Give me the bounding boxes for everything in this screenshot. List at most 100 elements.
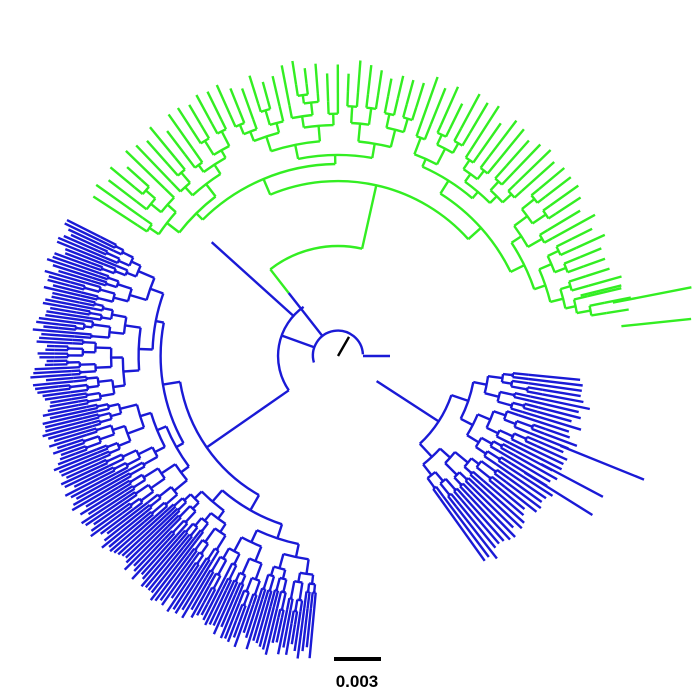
leaf-branch [469, 105, 500, 151]
internal-branch [112, 424, 126, 432]
node-arc [191, 172, 222, 197]
internal-branch [173, 479, 188, 492]
internal-branch [467, 226, 482, 241]
internal-branch [220, 118, 228, 130]
internal-branch [123, 493, 138, 505]
leaf-branch [258, 605, 272, 648]
internal-branch [84, 286, 100, 293]
internal-branch [501, 193, 513, 204]
leaf-branch [125, 513, 173, 559]
node-arc [239, 581, 244, 586]
leaf-branch [44, 269, 87, 285]
leaf-branch [52, 447, 69, 455]
internal-branch [96, 424, 112, 432]
internal-branch [511, 438, 524, 446]
node-arc [82, 285, 87, 290]
internal-branch [238, 605, 247, 623]
internal-branch [98, 246, 108, 253]
internal-branch [567, 265, 585, 274]
internal-branch [280, 592, 287, 610]
internal-branch [194, 539, 204, 551]
internal-branch [499, 390, 515, 397]
internal-branch [496, 468, 510, 480]
internal-branch [106, 441, 118, 449]
node-arc [99, 314, 103, 320]
internal-branch [277, 609, 282, 618]
internal-branch [355, 92, 360, 107]
internal-branch [180, 465, 190, 474]
internal-branch [269, 589, 277, 607]
leaf-branch [204, 588, 224, 626]
internal-branch [527, 237, 543, 248]
internal-branch [106, 453, 123, 463]
internal-branch [119, 403, 138, 410]
node-arc [422, 447, 441, 466]
internal-branch [108, 457, 125, 468]
leaf-branch [51, 295, 80, 304]
internal-branch [533, 284, 546, 291]
leaf-branch [212, 590, 231, 627]
leaf-branch [141, 538, 179, 580]
leaf-branch [448, 103, 464, 130]
internal-branch [493, 472, 508, 484]
internal-branch [402, 118, 409, 133]
node-arc [200, 490, 225, 512]
leaf-branch [36, 320, 60, 326]
node-arc [200, 137, 210, 145]
internal-branch [75, 326, 85, 331]
node-arc [276, 305, 305, 391]
leaf-branch [271, 75, 281, 107]
internal-branch [166, 203, 177, 214]
node-arc [135, 404, 146, 428]
internal-branch [278, 106, 285, 122]
leaf-branch [41, 332, 75, 338]
internal-branch [70, 388, 89, 394]
node-arc [267, 573, 275, 578]
leaf-branch [149, 539, 198, 601]
leaf-branch [536, 410, 572, 423]
internal-branch [484, 392, 500, 398]
internal-branch [488, 479, 503, 492]
node-arc [120, 454, 125, 460]
internal-branch [224, 579, 233, 592]
internal-branch [105, 282, 118, 289]
node-arc [88, 311, 92, 315]
node-arc [279, 576, 287, 581]
internal-branch [165, 493, 179, 506]
internal-branch [117, 479, 131, 489]
internal-branch [83, 341, 96, 344]
internal-branch [435, 148, 447, 165]
leaf-branch [59, 452, 76, 461]
leaf-branch [202, 576, 227, 621]
leaf-branch [190, 578, 210, 611]
node-arc [209, 569, 214, 573]
leaf-branch [439, 497, 486, 562]
internal-branch [313, 584, 317, 593]
leaf-branch [50, 398, 72, 404]
internal-branch [99, 433, 115, 441]
internal-branch [142, 503, 151, 512]
internal-branch [129, 465, 146, 476]
internal-branch [453, 127, 463, 142]
internal-branch [76, 311, 90, 316]
leaf-branch [176, 107, 194, 131]
internal-branch [115, 245, 125, 252]
internal-branch [249, 131, 256, 142]
internal-branch [257, 587, 264, 599]
internal-branch [97, 466, 114, 477]
internal-branch [108, 402, 120, 408]
node-arc [145, 223, 153, 233]
internal-branch [85, 281, 101, 289]
leaf-branch [571, 227, 593, 240]
node-arc [567, 281, 573, 291]
internal-branch [91, 419, 101, 425]
internal-branch [123, 369, 140, 373]
internal-branch [460, 417, 474, 427]
internal-branch [127, 426, 145, 435]
internal-branch [114, 269, 127, 277]
internal-branch [58, 323, 77, 328]
leaf-branch [522, 443, 564, 466]
internal-branch [69, 284, 85, 291]
internal-branch [130, 497, 141, 506]
leaf-branch [429, 87, 447, 125]
